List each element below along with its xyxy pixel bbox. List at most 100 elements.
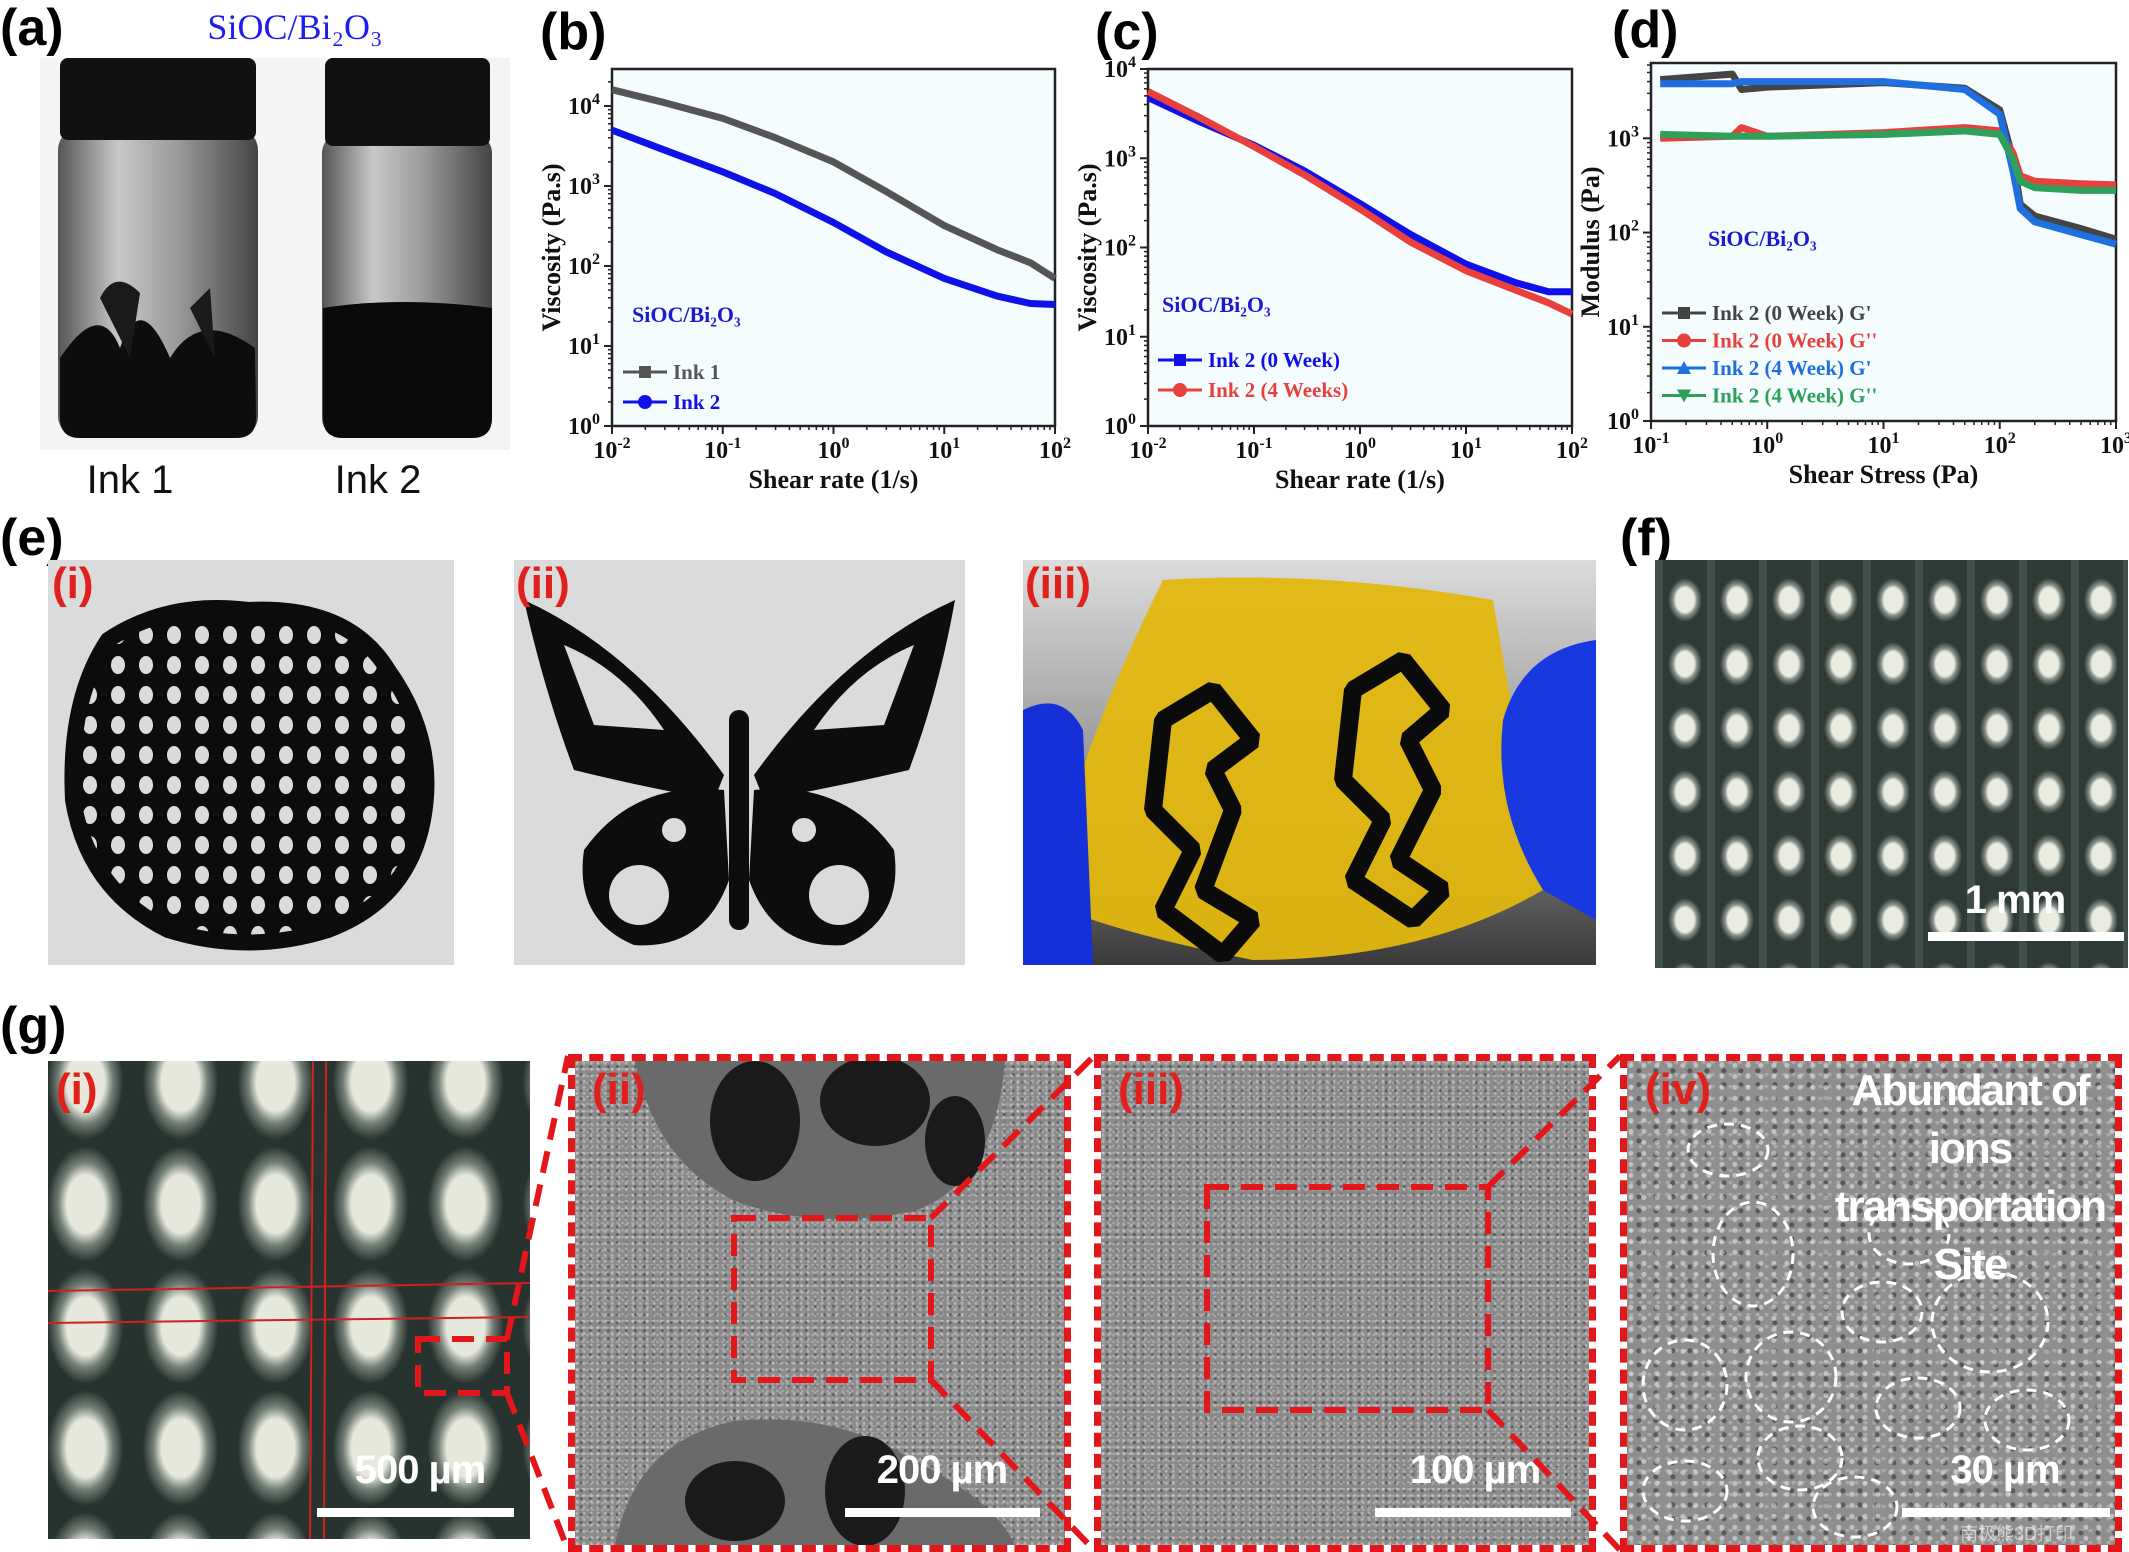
panel-g-ii-frame	[568, 1054, 1071, 1552]
legend-marker-square	[639, 366, 651, 378]
printed-lattice-photo	[48, 560, 454, 965]
flexible-film-photo	[1023, 560, 1596, 965]
legend-item-b-1: Ink 2	[623, 390, 720, 414]
x-tick-label: 100	[1751, 430, 1783, 459]
annotation-line: Abundant of	[1851, 1066, 2090, 1115]
y-tick-label: 103	[568, 171, 600, 200]
legend-label: Ink 2 (0 Week) G''	[1712, 329, 1877, 353]
watermark: 南极熊3D打印	[1960, 1524, 2074, 1544]
x-tick-label: 100	[818, 435, 850, 464]
panel-g-i-scale-label: 500 µm	[354, 1448, 486, 1492]
x-tick-label: 101	[1868, 430, 1900, 459]
flexible-film-illustration	[1023, 577, 1596, 965]
x-tick-label: 10-1	[704, 435, 741, 464]
ink1-label: Ink 1	[86, 458, 174, 502]
legend-marker-triangle-up	[1677, 361, 1691, 374]
annotation-line: transportation	[1834, 1182, 2107, 1231]
y-axis-label-d: Modulus (Pa)	[1576, 167, 1605, 318]
panel-label-d: (d)	[1612, 1, 1679, 59]
y-tick-label: 101	[568, 331, 600, 360]
x-tick-label: 102	[1984, 430, 2016, 459]
panel-g-iv-scale-bar	[1902, 1508, 2110, 1517]
x-tick-label: 102	[1556, 435, 1588, 464]
panel-label-c: (c)	[1095, 3, 1159, 61]
series-line-d-2	[1660, 78, 2117, 248]
y-tick-label: 102	[568, 251, 600, 280]
series-line-b-0	[611, 86, 1057, 282]
panel-label-g: (g)	[0, 997, 67, 1055]
vials-illustration	[58, 58, 492, 438]
y-tick-label: 100	[568, 411, 600, 440]
panel-f-scale-label: 1 mm	[1964, 878, 2067, 922]
panel-g-i-label: (i)	[56, 1065, 98, 1114]
legend-label: Ink 1	[673, 360, 720, 384]
y-tick-label: 103	[1607, 123, 1639, 152]
x-axis-label-d: Shear Stress (Pa)	[1789, 460, 1979, 489]
legend-item-d-1: Ink 2 (0 Week) G''	[1662, 329, 1877, 353]
legend-item-d-3: Ink 2 (4 Week) G''	[1662, 384, 1877, 408]
panel-f-scale-bar	[1928, 932, 2124, 941]
x-tick-label: 101	[928, 435, 960, 464]
panel-g-iii-label: (iii)	[1118, 1065, 1184, 1114]
panel-g-ii-scale-label: 200 µm	[876, 1448, 1008, 1492]
vials-photo	[40, 58, 510, 450]
panel-g-iv-frame	[1620, 1054, 2122, 1552]
annotation-line: Site	[1933, 1240, 2009, 1289]
panel-e-ii-label: (ii)	[516, 559, 570, 608]
y-tick-label: 104	[1104, 54, 1136, 83]
x-tick-label: 10-2	[1129, 435, 1166, 464]
panel-g-i-scale-bar	[317, 1508, 514, 1517]
panel-label-f: (f)	[1620, 509, 1672, 567]
y-tick-label: 100	[1104, 411, 1136, 440]
chart-annotation-c: SiOC/Bi₂O₃	[1162, 292, 1271, 317]
plot-area-d	[1649, 61, 2118, 423]
y-tick-label: 102	[1607, 218, 1639, 247]
y-axis-label-c: Viscosity (Pa.s)	[1073, 163, 1102, 331]
x-axis-label-c: Shear rate (1/s)	[1275, 465, 1445, 494]
x-tick-label: 101	[1450, 435, 1482, 464]
series-line-c-1	[1146, 88, 1574, 318]
panel-e-iii-label: (iii)	[1025, 559, 1091, 608]
x-axis-label-b: Shear rate (1/s)	[749, 465, 919, 494]
panel-g-iv-label: (iv)	[1645, 1065, 1711, 1114]
panel-a-title: SiOC/Bi₂O₃	[207, 7, 383, 47]
legend-item-b-0: Ink 1	[623, 360, 720, 384]
legend-label: Ink 2	[673, 390, 720, 414]
x-tick-label: 10-1	[1632, 430, 1669, 459]
panel-g-iv-scale-label: 30 µm	[1950, 1448, 2060, 1492]
y-axis-label-b: Viscosity (Pa.s)	[537, 163, 566, 331]
x-tick-label: 103	[2100, 430, 2129, 459]
legend-marker-circle	[1677, 333, 1691, 348]
legend-item-c-1: Ink 2 (4 Weeks)	[1158, 378, 1348, 402]
legend-marker-triangle-down	[1677, 389, 1691, 403]
annotation-line: ions	[1928, 1124, 2013, 1173]
legend-item-c-0: Ink 2 (0 Week)	[1158, 348, 1340, 372]
legend-marker-circle	[638, 395, 652, 409]
legend-marker-circle	[1173, 383, 1187, 397]
legend-label: Ink 2 (4 Week) G''	[1712, 384, 1877, 408]
panel-g-ii-scale-bar	[845, 1508, 1040, 1517]
x-tick-label: 102	[1039, 435, 1071, 464]
y-tick-label: 102	[1104, 233, 1136, 262]
ion-transport-annotation: Abundant of ions transportation Site	[1830, 1062, 2110, 1294]
panel-g-iii-scale-bar	[1375, 1508, 1571, 1517]
y-tick-label: 101	[1607, 312, 1639, 341]
printed-butterfly-photo	[514, 560, 965, 965]
panel-g-iii-frame	[1094, 1054, 1596, 1552]
y-tick-label: 100	[1607, 406, 1639, 435]
legend-item-d-0: Ink 2 (0 Week) G'	[1662, 301, 1871, 325]
chart-annotation-b: SiOC/Bi₂O₃	[632, 302, 741, 327]
measurement-lines	[48, 1061, 530, 1539]
x-tick-label: 10-2	[593, 435, 630, 464]
panel-label-b: (b)	[540, 3, 607, 61]
legend-marker-square	[1678, 307, 1690, 319]
chart-annotation-d: SiOC/Bi₂O₃	[1708, 226, 1817, 251]
legend-label: Ink 2 (0 Week) G'	[1712, 301, 1871, 325]
x-tick-label: 10-1	[1235, 435, 1272, 464]
lattice-illustration	[64, 600, 435, 951]
legend-label: Ink 2 (4 Weeks)	[1208, 378, 1348, 402]
y-tick-label: 104	[568, 91, 600, 120]
y-tick-label: 103	[1104, 143, 1136, 172]
panel-e-i-label: (i)	[52, 559, 94, 608]
